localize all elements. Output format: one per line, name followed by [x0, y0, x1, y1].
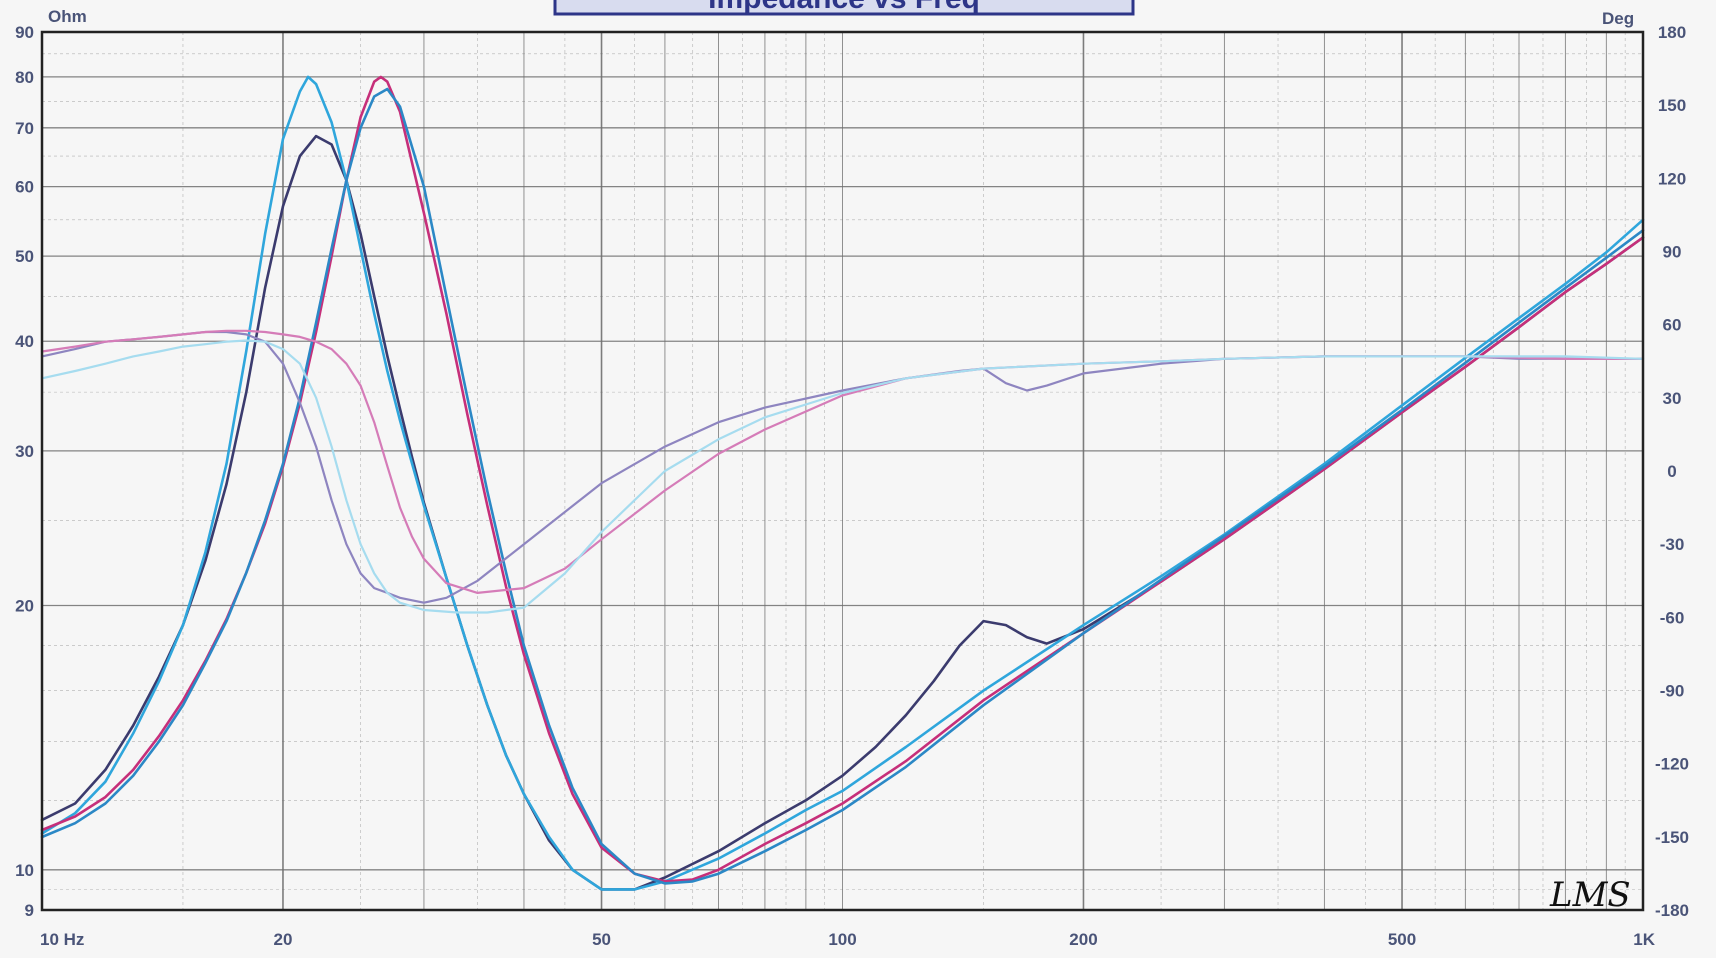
tick-labels: 10 Hz 20 50 100 200 500 1K 9 10 20 30 40 50 60 70 80 90 -… — [15, 23, 1689, 949]
y-left-tick-label: 9 — [25, 901, 34, 920]
y-left-tick-label: 90 — [15, 23, 34, 42]
y-right-tick-label: -90 — [1660, 682, 1685, 701]
impedance-curve-2 — [40, 75, 1645, 891]
grid — [42, 32, 1643, 910]
y-right-tick-label: 180 — [1658, 23, 1686, 42]
y-right-tick-label: -30 — [1660, 535, 1685, 554]
y-left-tick-label: 70 — [15, 119, 34, 138]
y-right-tick-label: 90 — [1663, 243, 1682, 262]
impedance-curve-4 — [40, 87, 1645, 885]
right-axis-unit: Deg — [1602, 9, 1634, 28]
y-left-tick-label: 60 — [15, 178, 34, 197]
y-right-tick-label: -150 — [1655, 828, 1689, 847]
x-tick-label: 20 — [274, 930, 293, 949]
y-left-tick-label: 80 — [15, 68, 34, 87]
x-tick-label: 10 Hz — [40, 930, 84, 949]
y-left-tick-label: 10 — [15, 861, 34, 880]
left-axis-unit: Ohm — [48, 7, 87, 26]
x-tick-label: 100 — [828, 930, 856, 949]
lms-logo: LMS — [1549, 875, 1631, 915]
impedance-curve-1 — [40, 134, 1645, 891]
y-left-tick-label: 40 — [15, 332, 34, 351]
chart-title: Impedance vs Freq — [553, 0, 1135, 16]
chart-title-text: Impedance vs Freq — [708, 0, 980, 15]
x-tick-label: 1K — [1633, 930, 1655, 949]
y-right-tick-label: 60 — [1663, 316, 1682, 335]
y-right-tick-label: 30 — [1663, 389, 1682, 408]
y-left-tick-label: 30 — [15, 442, 34, 461]
x-tick-label: 200 — [1069, 930, 1097, 949]
y-right-tick-label: 0 — [1667, 462, 1676, 481]
x-tick-label: 50 — [592, 930, 611, 949]
y-right-tick-label: -120 — [1655, 755, 1689, 774]
series-layer — [40, 75, 1645, 891]
y-right-tick-label: -60 — [1660, 608, 1685, 627]
phase-curve-7 — [40, 339, 1645, 614]
y-left-tick-label: 50 — [15, 247, 34, 266]
plot-frame — [40, 30, 1645, 912]
y-right-tick-label: 120 — [1658, 169, 1686, 188]
y-left-tick-label: 20 — [15, 597, 34, 616]
y-right-tick-label: 150 — [1658, 96, 1686, 115]
y-right-tick-label: -180 — [1655, 901, 1689, 920]
x-tick-label: 500 — [1388, 930, 1416, 949]
